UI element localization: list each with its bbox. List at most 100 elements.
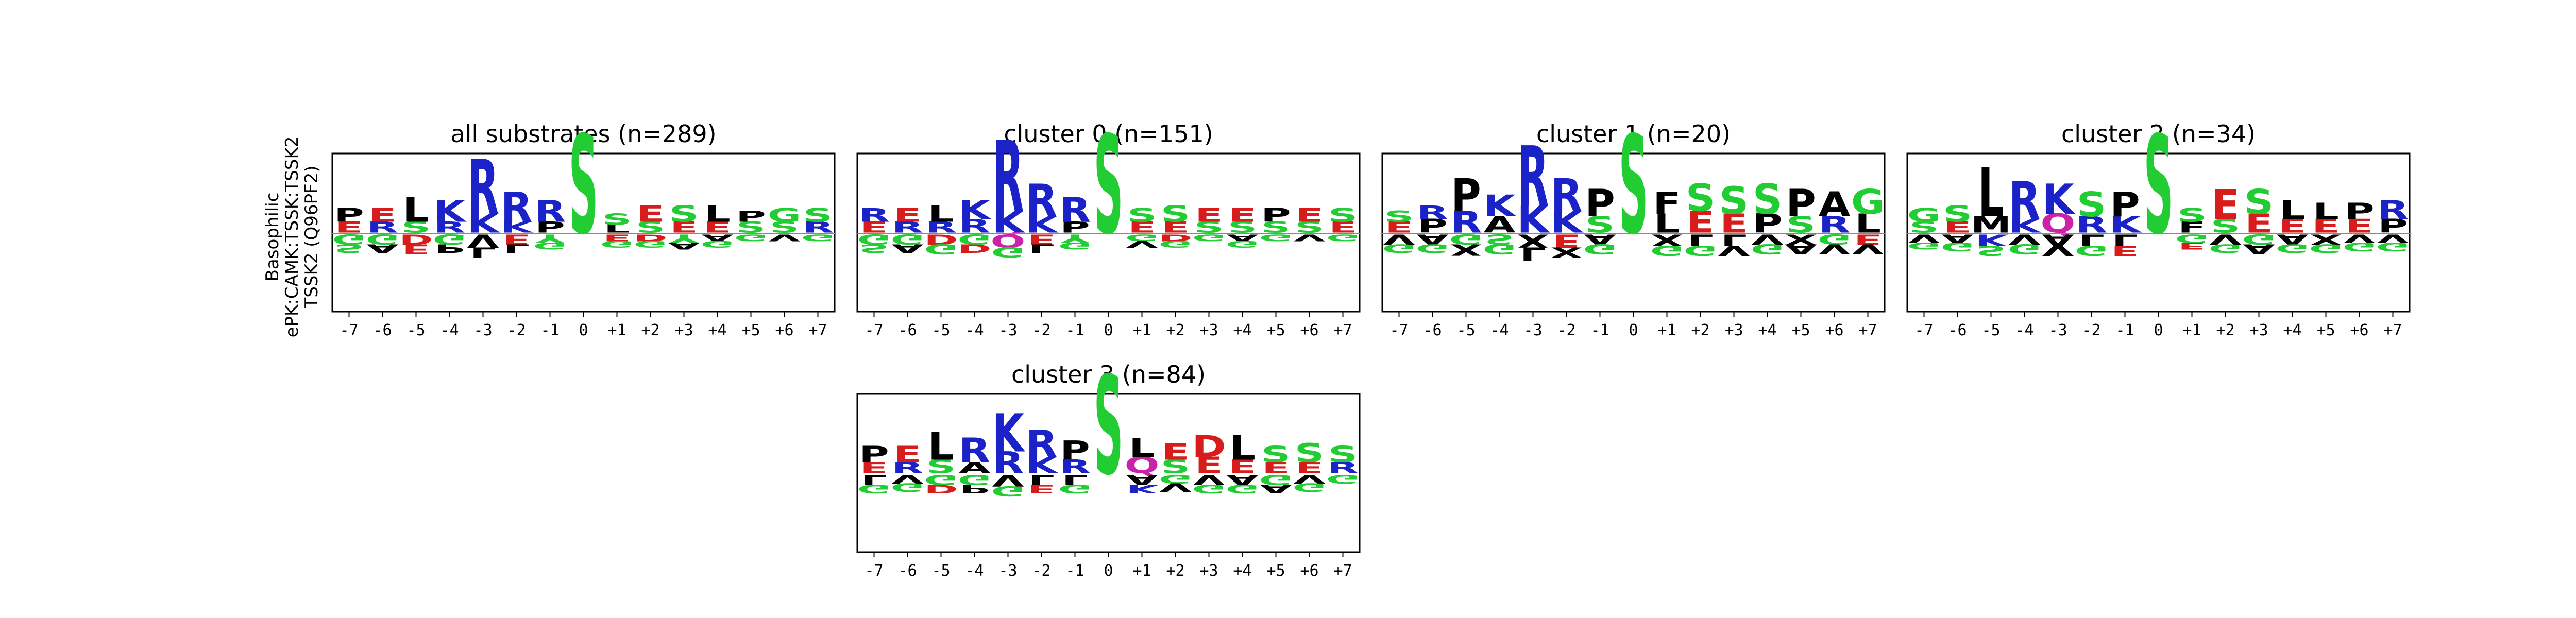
x-tick-label: -6 bbox=[898, 562, 917, 580]
x-tick-label: +4 bbox=[1233, 321, 1251, 339]
logo-letter-depleted-G: G bbox=[891, 480, 925, 493]
logo-letter-E: E bbox=[893, 204, 922, 226]
x-tick-label: +3 bbox=[2249, 321, 2268, 339]
logo-letter-E: E bbox=[893, 441, 922, 468]
x-tick-label: -2 bbox=[507, 321, 526, 339]
x-tick-label: +5 bbox=[741, 321, 760, 339]
logo-letter-L: L bbox=[2313, 198, 2339, 225]
logo-panels: all substrates (n=289)EPGSREGASLDERKGPKR… bbox=[332, 107, 2410, 580]
logo-letter-depleted-G: G bbox=[1226, 239, 1260, 250]
logo-panel-2: cluster 1 (n=20)ESVGPRAGRPGXAKSGKRXLKREX… bbox=[1382, 107, 1885, 339]
logo-letter-depleted-A: A bbox=[1260, 482, 1293, 495]
logo-letter-depleted-V: V bbox=[1718, 243, 1750, 258]
logo-letter-depleted-D: D bbox=[957, 242, 991, 254]
logo-letter-S: S bbox=[1161, 201, 1191, 227]
logo-letter-depleted-G: G bbox=[1941, 240, 1975, 253]
logo-letter-depleted-E: E bbox=[1027, 482, 1056, 495]
logo-letter-depleted-G: G bbox=[1226, 482, 1260, 495]
logo-letter-S: S bbox=[2077, 185, 2107, 225]
x-tick-label: +2 bbox=[1166, 562, 1184, 580]
logo-letter-S: S bbox=[1328, 204, 1358, 226]
x-tick-label: 0 bbox=[1104, 321, 1113, 339]
x-tick-label: +1 bbox=[2182, 321, 2201, 339]
logo-letter-S: S bbox=[1094, 348, 1124, 505]
logo-letter-depleted-G: G bbox=[1293, 480, 1327, 493]
x-tick-label: -2 bbox=[1557, 321, 1575, 339]
x-tick-label: +5 bbox=[1266, 321, 1285, 339]
x-tick-label: -3 bbox=[1523, 321, 1542, 339]
logo-letter-depleted-L: L bbox=[503, 242, 530, 254]
logo-letter-E: E bbox=[2211, 181, 2240, 229]
logo-letter-R: R bbox=[534, 194, 566, 229]
logo-letter-S: S bbox=[669, 201, 699, 227]
logo-letter-depleted-G: G bbox=[1583, 241, 1617, 256]
logo-letter-depleted-G: G bbox=[857, 482, 891, 495]
x-tick-label: -5 bbox=[931, 562, 950, 580]
logo-letter-L: L bbox=[928, 425, 954, 469]
x-tick-label: -7 bbox=[1914, 321, 1933, 339]
logo-panel-4: cluster 3 (n=84)EPLGREVGSLGDARGPRKVGKRLE… bbox=[857, 348, 1360, 580]
logo-letter-L: L bbox=[1978, 153, 2004, 232]
logo-letter-R: R bbox=[1417, 201, 1448, 224]
logo-letter-F: F bbox=[1653, 186, 1681, 221]
logo-letter-P: P bbox=[334, 204, 364, 226]
row-label: Basophilic ePK:CAMK:TSSK:TSSK2 TSSK2 (Q9… bbox=[262, 136, 322, 338]
logo-letter-depleted-D: D bbox=[924, 482, 958, 495]
logo-letter-depleted-G: G bbox=[2309, 242, 2343, 254]
logo-letter-depleted-V: V bbox=[769, 232, 801, 243]
x-tick-label: +4 bbox=[1233, 562, 1251, 580]
logo-letter-K: K bbox=[2042, 176, 2076, 224]
x-tick-label: -3 bbox=[998, 321, 1017, 339]
x-tick-label: +1 bbox=[1132, 321, 1151, 339]
logo-letter-S: S bbox=[569, 107, 599, 265]
logo-letter-depleted-G: G bbox=[1650, 243, 1684, 258]
logo-letter-K: K bbox=[992, 403, 1025, 464]
logo-letter-E: E bbox=[1161, 439, 1190, 465]
logo-letter-depleted-G: G bbox=[634, 239, 668, 250]
logo-letter-R: R bbox=[1059, 191, 1091, 230]
x-tick-label: -2 bbox=[1032, 562, 1050, 580]
x-tick-label: -2 bbox=[1032, 321, 1050, 339]
logo-letter-E: E bbox=[1228, 204, 1257, 226]
logo-letter-depleted-G: G bbox=[1058, 482, 1092, 495]
x-tick-label: -5 bbox=[931, 321, 950, 339]
x-tick-label: +3 bbox=[1199, 321, 1218, 339]
logo-letter-S: S bbox=[1094, 107, 1124, 265]
logo-letter-S: S bbox=[1686, 177, 1716, 220]
logo-letter-depleted-V: V bbox=[2042, 243, 2074, 258]
logo-letter-depleted-G: G bbox=[1192, 232, 1226, 243]
x-tick-label: -1 bbox=[1065, 321, 1084, 339]
logo-letter-depleted-L: L bbox=[470, 244, 496, 260]
row-label-line-3: TSSK2 (Q96PF2) bbox=[301, 166, 322, 309]
x-tick-label: -4 bbox=[2015, 321, 2033, 339]
logo-letter-depleted-G: G bbox=[1326, 472, 1360, 485]
logo-letter-R: R bbox=[1026, 175, 1057, 227]
logo-letter-depleted-P: P bbox=[434, 242, 465, 254]
logo-letter-R: R bbox=[858, 204, 890, 226]
logo-letter-G: G bbox=[1907, 204, 1941, 226]
x-tick-label: +7 bbox=[1333, 321, 1352, 339]
logo-letter-depleted-G: G bbox=[801, 232, 835, 243]
logo-letter-depleted-G: G bbox=[1326, 232, 1360, 243]
logo-letter-depleted-G: G bbox=[2376, 240, 2410, 253]
logo-letter-R: R bbox=[992, 121, 1024, 234]
x-tick-label: -1 bbox=[1590, 321, 1609, 339]
logo-letter-depleted-V: V bbox=[1294, 232, 1326, 243]
logo-panel-3: cluster 2 (n=34)SGVGESAGMLKSKRVGQKAVRSLG… bbox=[1907, 107, 2410, 339]
x-tick-label: +6 bbox=[1300, 562, 1318, 580]
logo-letter-depleted-S: S bbox=[859, 242, 889, 254]
x-tick-label: -3 bbox=[998, 562, 1017, 580]
logo-letter-S: S bbox=[2144, 107, 2174, 265]
logo-letter-P: P bbox=[1451, 169, 1481, 221]
logo-letter-depleted-G: G bbox=[2075, 243, 2109, 258]
x-tick-label: +6 bbox=[775, 321, 793, 339]
x-tick-label: +3 bbox=[1724, 321, 1743, 339]
logo-letter-L: L bbox=[2279, 195, 2306, 225]
logo-letter-depleted-G: G bbox=[1192, 482, 1226, 495]
logo-panel-1: cluster 0 (n=151)ERGSREGARLDGRKGDKRQGKRE… bbox=[857, 107, 1360, 339]
x-tick-label: -4 bbox=[965, 321, 984, 339]
logo-letter-depleted-G: G bbox=[2209, 242, 2243, 254]
x-tick-label: -5 bbox=[406, 321, 425, 339]
logo-letter-P: P bbox=[736, 208, 766, 226]
logo-letter-depleted-X: X bbox=[1551, 244, 1583, 260]
